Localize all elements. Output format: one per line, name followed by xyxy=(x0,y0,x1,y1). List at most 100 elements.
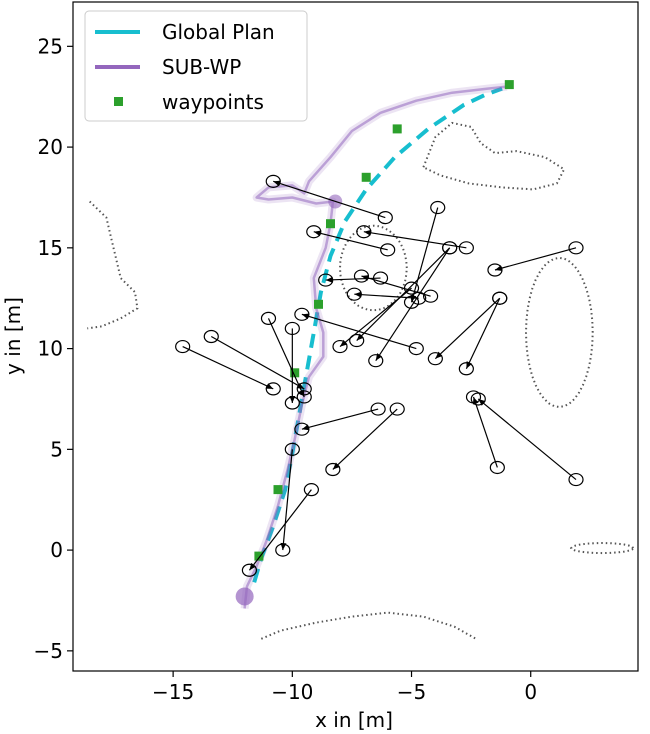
global-plan-line xyxy=(252,86,503,583)
y-tick-label: 15 xyxy=(38,236,63,260)
arrow-tail-circle xyxy=(442,241,458,255)
arrow-head-circle xyxy=(265,382,281,396)
obstacle-cloud xyxy=(422,121,566,191)
obstacle-arrow-15 xyxy=(470,392,584,487)
waypoint-marker-7 xyxy=(504,80,514,90)
obstacle-arrow-5 xyxy=(353,269,439,303)
waypoint-marker-1 xyxy=(273,485,283,495)
arrow-head xyxy=(273,180,281,187)
waypoint-marker-6 xyxy=(392,124,402,134)
arrow-head-circle xyxy=(470,392,486,406)
arrow-head xyxy=(375,353,383,361)
arrow-tail-circle xyxy=(492,291,508,305)
obstacle-cloud xyxy=(260,611,477,640)
y-tick-label: 20 xyxy=(38,135,63,159)
arrow-head xyxy=(249,562,257,571)
arrow-tail-circle xyxy=(370,402,386,416)
arrow-head xyxy=(298,389,305,397)
arrow-shaft xyxy=(273,180,386,219)
arrow-tail-circle xyxy=(430,200,446,215)
arrow-tail-circle xyxy=(458,241,474,255)
arrow-tail-circle xyxy=(389,402,405,416)
axis-ticks: −15 −10 −5 0 −5 0 5 10 15 20 25 xyxy=(34,34,538,704)
arrow-shaft xyxy=(210,335,305,390)
arrow-head-circle xyxy=(241,563,258,577)
obstacle-cloud xyxy=(87,200,139,330)
arrow-tail-circle xyxy=(489,460,505,475)
obstacle-arrow-8 xyxy=(356,225,474,255)
x-axis-label: x in [m] xyxy=(315,708,393,732)
arrow-shaft xyxy=(282,449,293,551)
arrow-head-circle xyxy=(349,333,365,348)
arrow-shaft xyxy=(325,277,381,281)
y-tick-label: 25 xyxy=(38,34,63,58)
obstacle-arrow-16 xyxy=(294,402,386,436)
arrow-shaft xyxy=(375,247,451,362)
arrow-head xyxy=(354,291,362,298)
obstacle-point-clouds xyxy=(87,121,634,640)
obstacle-arrow-6 xyxy=(332,281,420,354)
arrow-shaft xyxy=(434,297,501,360)
arrow-head-circle xyxy=(427,352,443,366)
arrow-head xyxy=(494,265,503,272)
arrow-tail-circle xyxy=(568,241,584,255)
arrow-shaft xyxy=(354,293,419,299)
obstacle-arrow-21 xyxy=(260,311,312,404)
obstacle-cloud xyxy=(338,224,408,312)
arrow-tail-circle xyxy=(380,243,396,257)
obstacle-arrow-7 xyxy=(346,287,427,305)
arrow-head xyxy=(289,395,296,403)
arrow-head xyxy=(325,276,333,283)
obstacle-cloud xyxy=(524,256,594,409)
obstacle-arrow-17 xyxy=(325,402,405,477)
sub-wp-halo xyxy=(240,82,508,609)
legend-waypoints-label: waypoints xyxy=(162,90,264,114)
plot-frame xyxy=(72,1,639,672)
legend: Global Plan SUB-WP waypoints xyxy=(84,10,308,122)
arrow-head-circle xyxy=(296,390,312,404)
arrow-shaft xyxy=(182,346,274,390)
arrow-head xyxy=(361,275,370,281)
arrow-head-circle xyxy=(296,382,312,396)
x-tick-label: 0 xyxy=(524,680,537,704)
waypoint-marker-5 xyxy=(361,172,371,182)
arrow-shaft xyxy=(472,396,498,468)
arrow-tail-circle xyxy=(203,329,219,344)
arrow-head-circle xyxy=(458,362,474,376)
arrow-tail-circle xyxy=(303,483,319,497)
arrow-shaft xyxy=(361,275,431,297)
sub-wp-start-blob xyxy=(235,587,254,606)
y-tick-label: 10 xyxy=(38,337,63,361)
arrow-shaft xyxy=(332,408,398,470)
arrow-shaft xyxy=(339,287,412,348)
arrow-shaft xyxy=(494,247,577,271)
x-tick-label: −5 xyxy=(397,680,426,704)
waypoint-marker-2 xyxy=(290,368,300,378)
arrow-head xyxy=(301,424,310,431)
arrow-shaft xyxy=(465,297,501,369)
arrow-tail-circle xyxy=(377,211,393,225)
arrow-shaft xyxy=(313,231,388,251)
waypoint-marker-3 xyxy=(314,299,323,309)
arrow-tail-circle xyxy=(568,472,584,487)
waypoint-marker-4 xyxy=(326,219,335,229)
obstacle-arrow-0 xyxy=(265,174,393,225)
y-tick-label: −5 xyxy=(34,639,63,663)
obstacle-arrow-19 xyxy=(203,329,312,396)
y-axis-label: y in [m] xyxy=(1,297,25,375)
legend-box xyxy=(84,10,308,122)
x-tick-label: −15 xyxy=(152,680,194,704)
arrow-head xyxy=(296,382,305,389)
arrow-head xyxy=(340,339,348,347)
obstacle-cloud xyxy=(569,541,634,555)
arrow-head-circle xyxy=(332,339,348,354)
arrow-tail-circle xyxy=(260,311,277,325)
arrow-head xyxy=(313,230,322,237)
arrow-tail-circle xyxy=(408,341,424,356)
x-tick-label: −10 xyxy=(271,680,313,704)
obstacle-arrows xyxy=(175,174,584,577)
obstacle-arrow-22 xyxy=(241,483,319,577)
obstacle-arrow-14 xyxy=(465,390,505,475)
arrow-tail-circle xyxy=(175,339,191,354)
arrow-shaft xyxy=(477,398,577,481)
